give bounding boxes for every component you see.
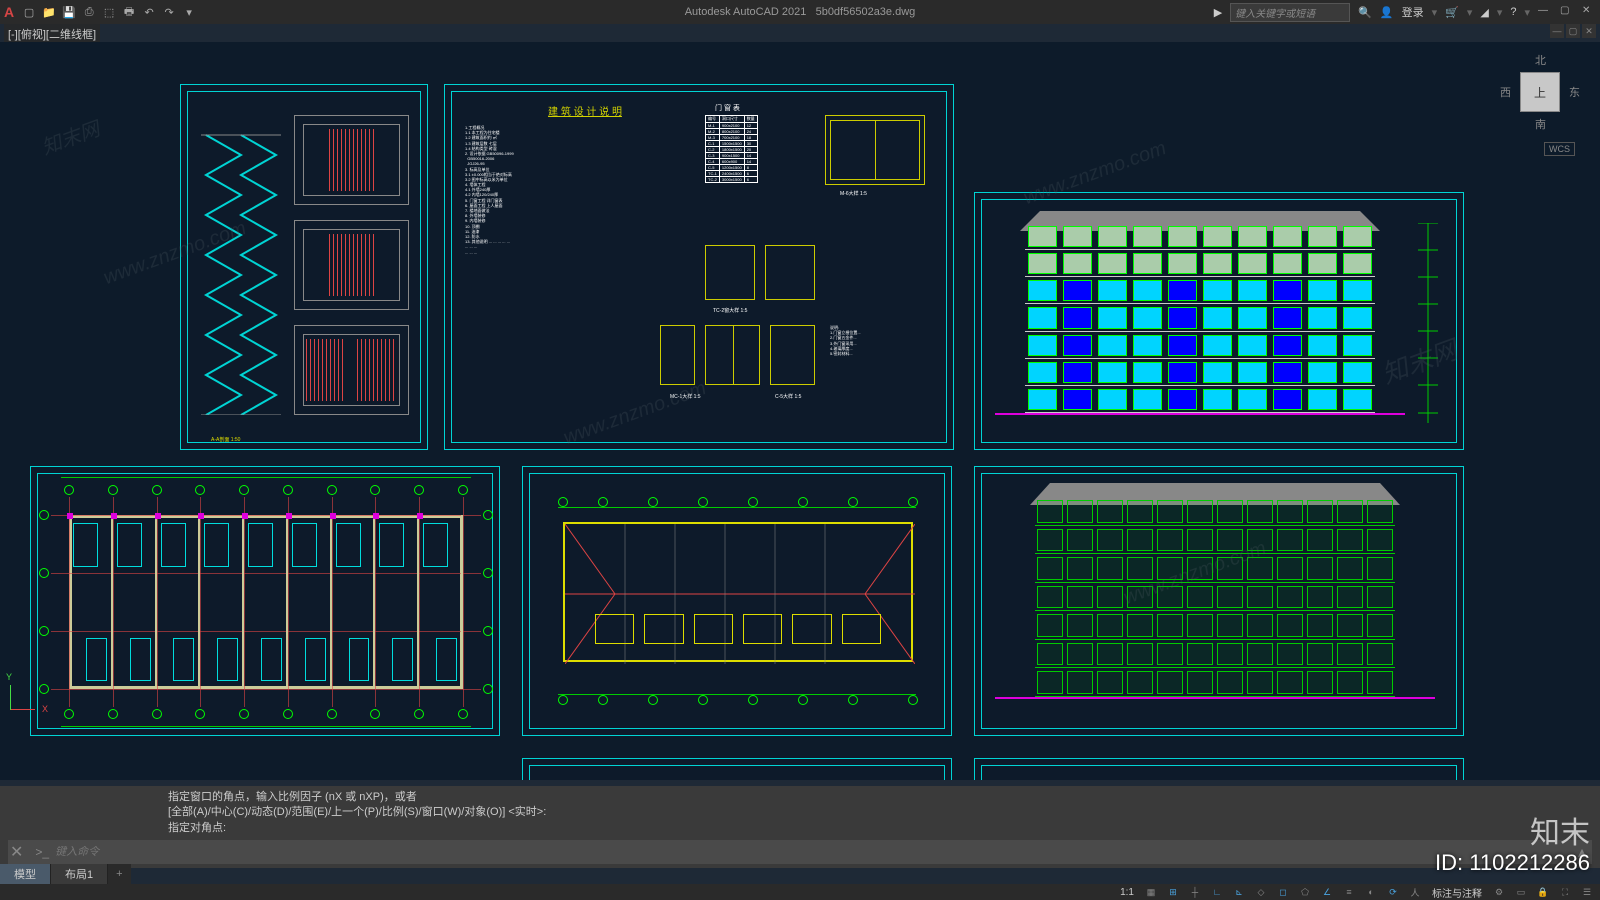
sb-osnap-icon[interactable]: ◻ bbox=[1274, 885, 1292, 899]
command-window[interactable]: 指定窗口的角点，输入比例因子 (nX 或 nXP)，或者 [全部(A)/中心(C… bbox=[0, 786, 1600, 868]
status-scale[interactable]: 1:1 bbox=[1116, 887, 1138, 898]
vp-close-icon[interactable]: ✕ bbox=[1582, 24, 1596, 38]
sb-snap-icon[interactable]: ┼ bbox=[1186, 885, 1204, 899]
tab-layout1[interactable]: 布局1 bbox=[51, 864, 108, 884]
open-icon[interactable]: 📁 bbox=[42, 5, 56, 19]
saveall-icon[interactable]: ⬚ bbox=[102, 5, 116, 19]
sheet-side-elevation bbox=[974, 466, 1464, 736]
brand-overlay: 知末 bbox=[1530, 808, 1590, 852]
sb-cycle-icon[interactable]: ⟳ bbox=[1384, 885, 1402, 899]
tab-add-icon[interactable]: + bbox=[108, 866, 130, 882]
viewcube-east[interactable]: 东 bbox=[1569, 84, 1580, 100]
minimize-icon[interactable]: — bbox=[1538, 5, 1552, 19]
vp-max-icon[interactable]: ▢ bbox=[1566, 24, 1580, 38]
save-icon[interactable]: 💾 bbox=[62, 5, 76, 19]
sb-model-icon[interactable]: ▦ bbox=[1142, 885, 1160, 899]
qat-dropdown-icon[interactable]: ▾ bbox=[182, 5, 196, 19]
sheet-roof-plan bbox=[522, 466, 952, 736]
ucs-icon: XY bbox=[10, 680, 40, 710]
sheet-partial-b bbox=[974, 758, 1464, 780]
exchange-icon[interactable]: 🛒 bbox=[1445, 6, 1459, 19]
sb-otrack-icon[interactable]: ∠ bbox=[1318, 885, 1336, 899]
search-icon[interactable]: 🔍 bbox=[1358, 6, 1372, 19]
maximize-icon[interactable]: ▢ bbox=[1560, 5, 1574, 19]
viewport-window-controls: — ▢ ✕ bbox=[1550, 24, 1596, 38]
title-bar: A ▢ 📁 💾 ⎙ ⬚ 🖶 ↶ ↷ ▾ Autodesk AutoCAD 202… bbox=[0, 0, 1600, 24]
status-anno[interactable]: 标注与注释 bbox=[1428, 885, 1486, 900]
undo-icon[interactable]: ↶ bbox=[142, 5, 156, 19]
autodesk-icon[interactable]: ◢ bbox=[1480, 6, 1488, 19]
login-label[interactable]: 登录 bbox=[1402, 4, 1424, 20]
sb-ann-icon[interactable]: 人 bbox=[1406, 885, 1424, 899]
viewcube-south[interactable]: 南 bbox=[1535, 116, 1546, 132]
redo-icon[interactable]: ↷ bbox=[162, 5, 176, 19]
sb-clean-icon[interactable]: ⛶ bbox=[1556, 885, 1574, 899]
command-close-icon[interactable]: ✕ bbox=[10, 842, 23, 862]
title-text: Autodesk AutoCAD 2021 5b0df56502a3e.dwg bbox=[685, 6, 916, 18]
sb-ws-icon[interactable]: ⚙ bbox=[1490, 885, 1508, 899]
sb-lock-icon[interactable]: 🔒 bbox=[1534, 885, 1552, 899]
sb-grid-icon[interactable]: ⊞ bbox=[1164, 885, 1182, 899]
sb-ortho-icon[interactable]: ∟ bbox=[1208, 885, 1226, 899]
saveas-icon[interactable]: ⎙ bbox=[82, 5, 96, 19]
app-logo-icon: A bbox=[4, 4, 14, 20]
sb-mon-icon[interactable]: ▭ bbox=[1512, 885, 1530, 899]
command-history: 指定窗口的角点，输入比例因子 (nX 或 nXP)，或者 [全部(A)/中心(C… bbox=[168, 790, 1592, 836]
id-overlay: ID: 1102212286 bbox=[1435, 850, 1590, 876]
wcs-badge[interactable]: WCS bbox=[1544, 142, 1575, 156]
sb-cust-icon[interactable]: ☰ bbox=[1578, 885, 1596, 899]
sb-trans-icon[interactable]: ◐ bbox=[1362, 885, 1380, 899]
viewcube-top-face[interactable]: 上 bbox=[1520, 72, 1560, 112]
viewcube-north[interactable]: 北 bbox=[1535, 52, 1546, 68]
user-icon[interactable]: 👤 bbox=[1380, 6, 1394, 19]
stair-label: A-A剖面 1:50 bbox=[211, 436, 240, 443]
sb-3dosnap-icon[interactable]: ⬠ bbox=[1296, 885, 1314, 899]
sheet-design-spec: 建 筑 设 计 说 明 1.工程概况1.1 本工程为住宅楼1.2 建筑面积约 ㎡… bbox=[444, 84, 954, 450]
new-icon[interactable]: ▢ bbox=[22, 5, 36, 19]
status-bar: 1:1 ▦ ⊞ ┼ ∟ ⊾ ◇ ◻ ⬠ ∠ ≡ ◐ ⟳ 人 标注与注释 ⚙ ▭ … bbox=[0, 884, 1600, 900]
sheet-floor-plan bbox=[30, 466, 500, 736]
viewcube-west[interactable]: 西 bbox=[1500, 84, 1511, 100]
search-input[interactable]: 键入关键字或短语 bbox=[1230, 3, 1350, 22]
viewport-label[interactable]: [-][俯视][二维线框] bbox=[4, 24, 100, 44]
quick-access-toolbar: ▢ 📁 💾 ⎙ ⬚ 🖶 ↶ ↷ ▾ bbox=[22, 5, 196, 19]
command-prompt-icon: >_ bbox=[35, 845, 49, 859]
layout-tabs: 模型 布局1 + bbox=[0, 864, 131, 884]
drawing-canvas[interactable]: 北 南 东 西 上 WCS bbox=[0, 42, 1600, 780]
help-icon[interactable]: ? bbox=[1510, 6, 1516, 18]
sheet-partial-a bbox=[522, 758, 952, 780]
spec-title: 建 筑 设 计 说 明 bbox=[505, 103, 665, 118]
share-icon[interactable]: ▶ bbox=[1214, 6, 1222, 19]
viewcube[interactable]: 北 南 东 西 上 bbox=[1500, 52, 1580, 132]
plot-icon[interactable]: 🖶 bbox=[122, 5, 136, 19]
watermark: 知末网 bbox=[37, 113, 103, 161]
sb-iso-icon[interactable]: ◇ bbox=[1252, 885, 1270, 899]
sheet-stair-section: A-A剖面 1:50 bbox=[180, 84, 428, 450]
sb-lwt-icon[interactable]: ≡ bbox=[1340, 885, 1358, 899]
tab-model[interactable]: 模型 bbox=[0, 864, 51, 884]
vp-min-icon[interactable]: — bbox=[1550, 24, 1564, 38]
command-input[interactable] bbox=[55, 846, 1574, 858]
table-title: 门 窗 表 bbox=[715, 103, 740, 113]
sheet-front-elevation bbox=[974, 192, 1464, 450]
close-icon[interactable]: ✕ bbox=[1582, 5, 1596, 19]
sb-polar-icon[interactable]: ⊾ bbox=[1230, 885, 1248, 899]
